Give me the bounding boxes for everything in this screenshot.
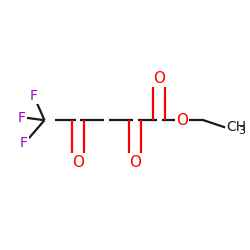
Text: 3: 3	[238, 126, 245, 136]
Text: CH: CH	[226, 120, 246, 134]
Text: O: O	[72, 154, 84, 170]
Text: F: F	[18, 111, 26, 125]
Text: F: F	[30, 89, 38, 103]
Text: O: O	[176, 113, 188, 128]
Text: O: O	[153, 71, 165, 86]
Text: O: O	[130, 154, 141, 170]
Text: F: F	[20, 136, 28, 150]
